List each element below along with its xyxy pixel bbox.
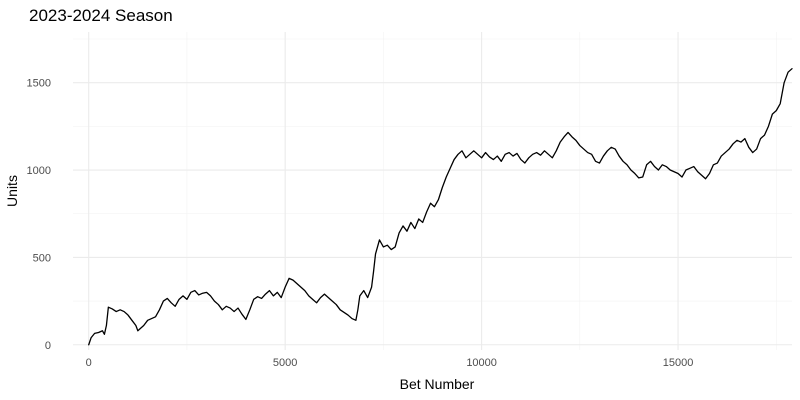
x-tick-label: 10000 bbox=[466, 357, 497, 369]
y-axis-title: Units bbox=[4, 175, 20, 207]
series-line-units bbox=[88, 68, 793, 346]
y-tick-label: 1500 bbox=[27, 78, 51, 90]
y-tick-label: 500 bbox=[33, 252, 51, 264]
tick-labels: 0 5000 10000 15000 0 500 1000 1500 bbox=[27, 78, 694, 369]
x-tick-label: 5000 bbox=[273, 357, 297, 369]
y-tick-label: 0 bbox=[45, 340, 51, 352]
chart-title: 2023-2024 Season bbox=[29, 6, 173, 25]
x-tick-label: 15000 bbox=[663, 357, 694, 369]
series-layer bbox=[88, 68, 793, 346]
x-tick-label: 0 bbox=[86, 357, 92, 369]
grid bbox=[73, 32, 792, 350]
x-axis-title: Bet Number bbox=[400, 376, 475, 392]
y-tick-label: 1000 bbox=[27, 165, 51, 177]
